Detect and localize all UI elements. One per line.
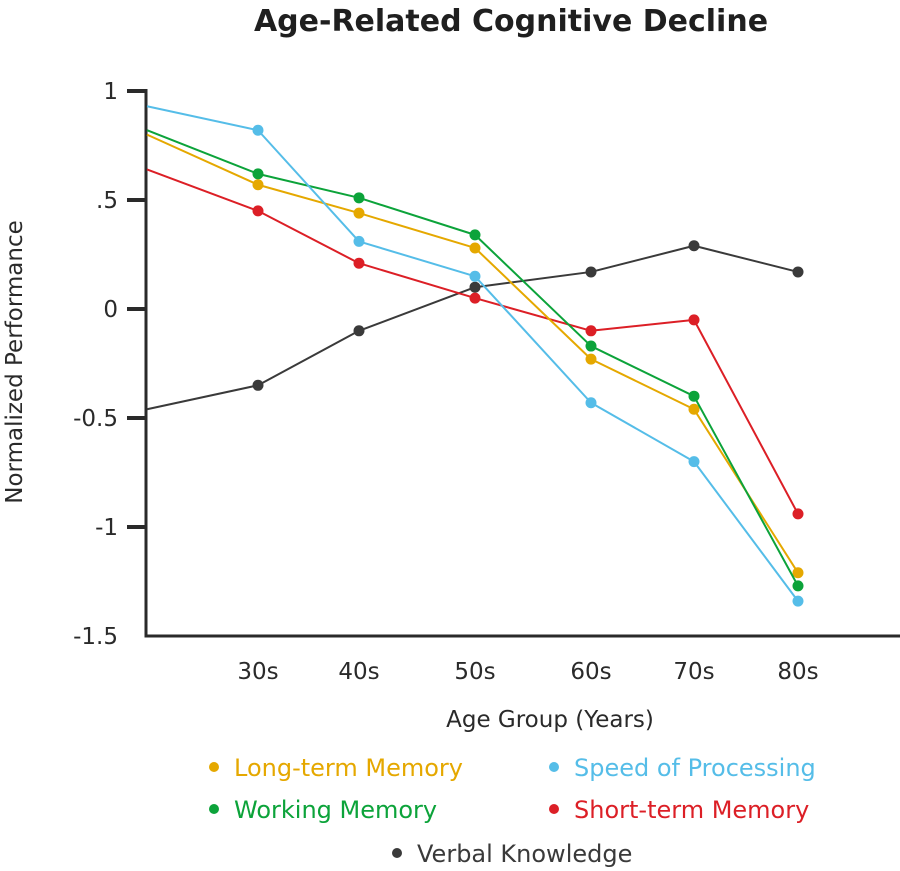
x-tick-label: 50s: [454, 659, 495, 685]
data-point: [469, 229, 481, 241]
data-point: [469, 242, 481, 254]
series-line: [146, 129, 799, 587]
legend-bullet-icon: [209, 804, 219, 814]
legend: Long-term Memory Speed of Processing Worki…: [209, 754, 816, 868]
legend-label: Working Memory: [234, 796, 437, 824]
data-point: [353, 325, 365, 337]
x-axis-label: Age Group (Years): [446, 707, 654, 733]
data-point: [688, 390, 700, 402]
series-line: [146, 105, 799, 602]
x-tick-label: 70s: [673, 659, 714, 685]
data-point: [585, 397, 597, 409]
y-tick-label: -1: [95, 515, 118, 541]
series-layer: [146, 105, 804, 607]
legend-label: Short-term Memory: [574, 796, 809, 824]
x-tick-label: 60s: [570, 659, 611, 685]
series-short-term-memory: [146, 168, 804, 520]
data-point: [792, 567, 804, 579]
legend-item: Long-term Memory: [209, 754, 463, 782]
y-axis: 1 .5 0 -0.5 -1 -1.5: [73, 79, 148, 650]
data-point: [688, 314, 700, 326]
series-speed-of-processing: [146, 105, 804, 607]
y-tick-label: 1: [103, 79, 118, 105]
data-point: [688, 240, 700, 252]
series-line: [146, 244, 799, 411]
data-point: [585, 340, 597, 352]
data-point: [792, 266, 804, 278]
legend-label: Speed of Processing: [574, 754, 816, 782]
series-line: [146, 168, 799, 515]
data-point: [252, 379, 264, 391]
data-point: [585, 353, 597, 365]
y-tick-label: .5: [96, 188, 118, 214]
series-verbal-knowledge: [146, 240, 804, 411]
data-point: [792, 595, 804, 607]
data-point: [353, 257, 365, 269]
legend-item: Verbal Knowledge: [392, 840, 632, 868]
data-point: [585, 325, 597, 337]
legend-item: Short-term Memory: [549, 796, 809, 824]
legend-bullet-icon: [549, 804, 559, 814]
legend-bullet-icon: [392, 848, 402, 858]
data-point: [252, 168, 264, 180]
data-point: [688, 456, 700, 468]
data-point: [688, 403, 700, 415]
data-point: [353, 235, 365, 247]
x-tick-label: 30s: [237, 659, 278, 685]
y-tick-label: -0.5: [73, 406, 118, 432]
data-point: [353, 192, 365, 204]
data-point: [469, 292, 481, 304]
data-point: [792, 508, 804, 520]
x-tick-label: 40s: [338, 659, 379, 685]
legend-bullet-icon: [549, 762, 559, 772]
series-line: [146, 133, 799, 574]
legend-item: Speed of Processing: [549, 754, 816, 782]
y-tick-label: 0: [103, 297, 118, 323]
data-point: [792, 580, 804, 592]
legend-item: Working Memory: [209, 796, 437, 824]
x-tick-label: 80s: [777, 659, 818, 685]
chart-title: Age-Related Cognitive Decline: [254, 4, 768, 39]
series-long-term-memory: [146, 133, 804, 579]
data-point: [252, 179, 264, 191]
y-axis-label: Normalized Performance: [2, 220, 28, 504]
data-point: [469, 281, 481, 293]
series-working-memory: [146, 129, 804, 592]
data-point: [353, 207, 365, 219]
data-point: [252, 205, 264, 217]
data-point: [469, 270, 481, 282]
legend-label: Verbal Knowledge: [417, 840, 632, 868]
data-point: [585, 266, 597, 278]
x-axis: 30s 40s 50s 60s 70s 80s: [144, 634, 900, 685]
legend-label: Long-term Memory: [234, 754, 463, 782]
y-tick-label: -1.5: [73, 624, 118, 650]
legend-bullet-icon: [209, 762, 219, 772]
data-point: [252, 124, 264, 136]
